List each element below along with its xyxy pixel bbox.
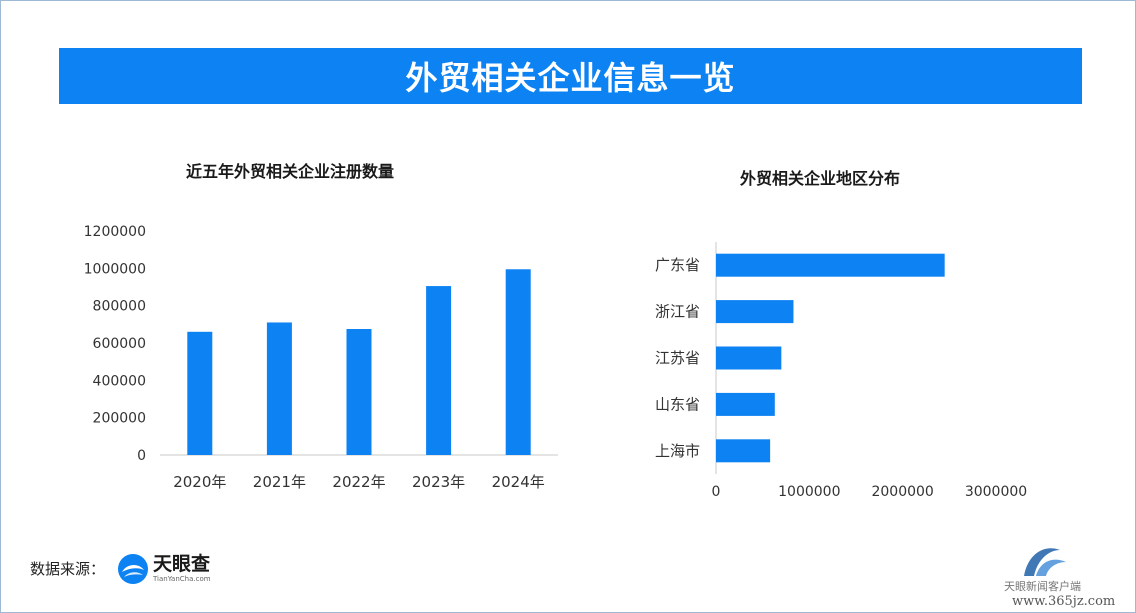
- title-banner: 外贸相关企业信息一览: [59, 48, 1082, 104]
- hbar-广东省: [716, 253, 945, 277]
- x-tick-label: 3000000: [965, 484, 1027, 500]
- y-category-label: 广东省: [655, 256, 700, 274]
- y-tick-label: 400000: [93, 373, 146, 389]
- bar-2024年: [505, 269, 531, 455]
- logo-name: 天眼查: [153, 553, 211, 575]
- y-tick-label: 1000000: [84, 261, 146, 277]
- tianyancha-logo: 天眼查 TianYanCha.com: [117, 551, 227, 587]
- hbar-浙江省: [716, 300, 794, 324]
- bar-2020年: [187, 331, 213, 455]
- source-label: 数据来源：: [30, 560, 106, 578]
- x-tick-label: 2000000: [871, 484, 933, 500]
- y-tick-label: 0: [137, 448, 146, 464]
- y-tick-label: 600000: [93, 336, 146, 352]
- y-category-label: 浙江省: [655, 303, 700, 321]
- x-category-label: 2022年: [332, 473, 385, 491]
- bar-2022年: [346, 329, 372, 455]
- x-tick-label: 1000000: [778, 484, 840, 500]
- hbar-chart-title: 外贸相关企业地区分布: [740, 169, 901, 188]
- y-category-label: 上海市: [655, 442, 700, 460]
- x-category-label: 2024年: [492, 473, 545, 491]
- y-category-label: 山东省: [655, 395, 700, 413]
- watermark-url: www.365jz.com: [1012, 594, 1116, 609]
- y-tick-label: 200000: [93, 411, 146, 427]
- x-tick-label: 0: [712, 484, 721, 500]
- y-tick-label: 800000: [93, 299, 146, 315]
- x-category-label: 2021年: [253, 473, 306, 491]
- hbar-上海市: [716, 439, 771, 463]
- hbar-江苏省: [716, 346, 782, 370]
- logo-sub: TianYanCha.com: [153, 575, 211, 583]
- watermark-icon: [1024, 548, 1066, 576]
- y-tick-label: 1200000: [84, 224, 146, 240]
- bar-2021年: [266, 322, 292, 455]
- x-category-label: 2023年: [412, 473, 465, 491]
- hbar-山东省: [716, 392, 775, 416]
- bar-2023年: [426, 286, 452, 455]
- x-category-label: 2020年: [173, 473, 226, 491]
- page-title: 外贸相关企业信息一览: [405, 59, 736, 97]
- watermark-text: 天眼新闻客户端: [1004, 580, 1081, 593]
- bar-chart-title: 近五年外贸相关企业注册数量: [186, 162, 395, 181]
- y-category-label: 江苏省: [655, 349, 700, 367]
- tianyancha-logo-icon: [118, 554, 148, 584]
